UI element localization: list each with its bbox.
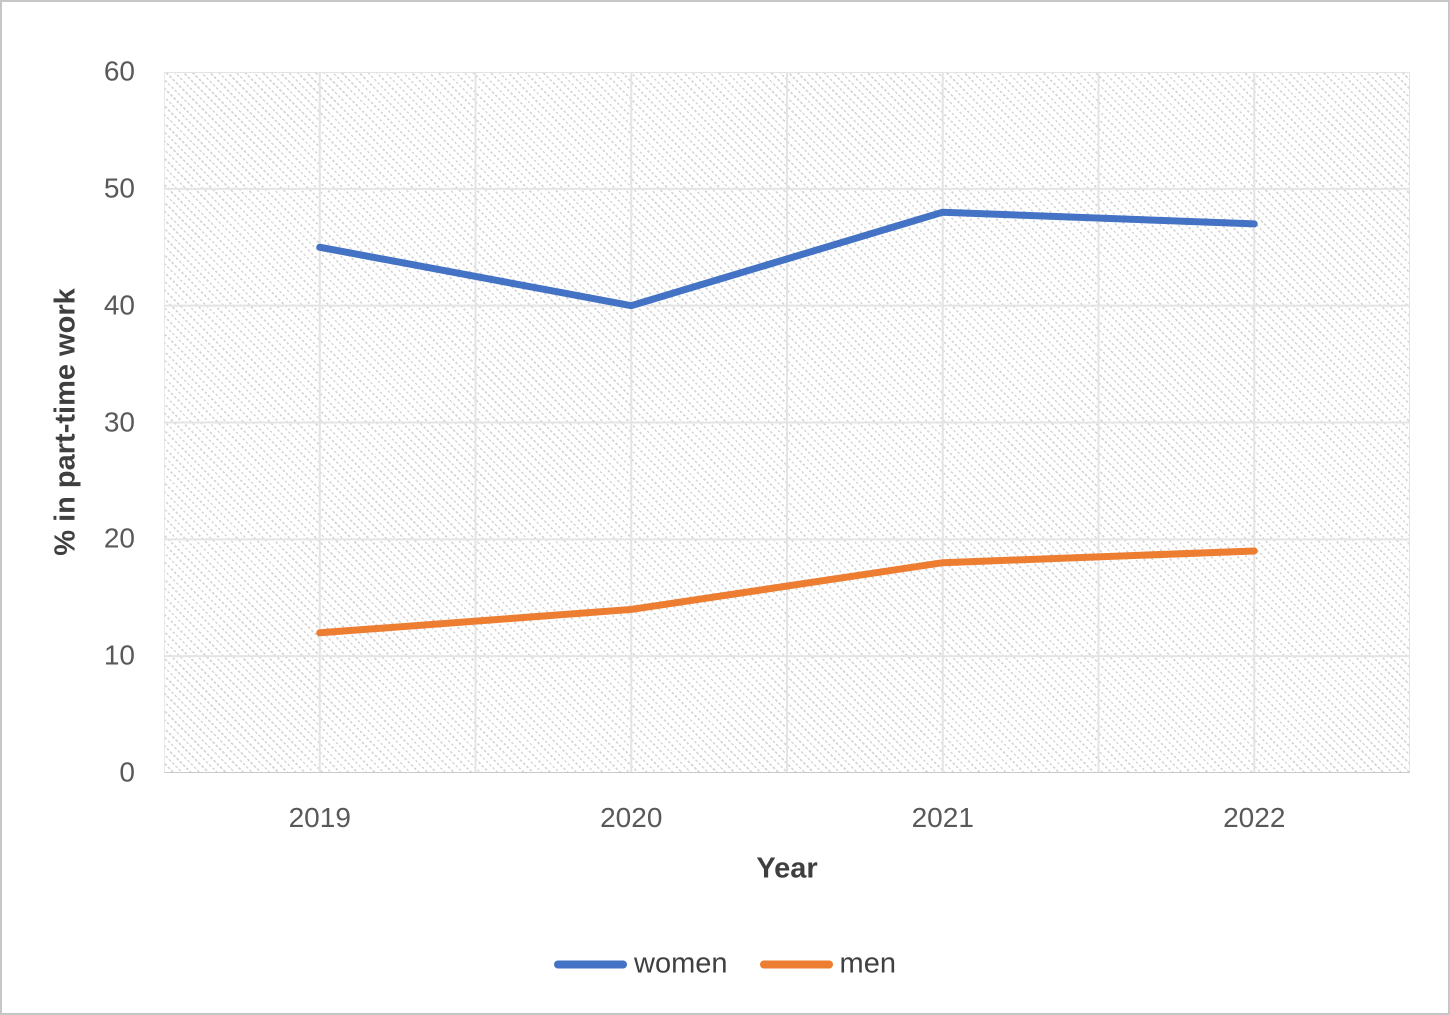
y-tick-label: 60 xyxy=(103,55,135,87)
x-tick-label: 2019 xyxy=(288,802,351,833)
plot-area xyxy=(164,72,1410,773)
y-tick-label: 50 xyxy=(103,172,135,204)
chart-plot-svg xyxy=(164,72,1410,773)
x-tick-label: 2022 xyxy=(1223,802,1286,833)
legend-item-women: women xyxy=(554,948,728,981)
legend-label: women xyxy=(634,947,728,980)
legend-item-men: men xyxy=(759,947,896,981)
series-line-women xyxy=(316,208,1258,310)
x-tick-label: 2020 xyxy=(600,802,663,833)
legend-label: men xyxy=(839,947,896,980)
x-tick-label: 2021 xyxy=(911,802,974,833)
series-line-men xyxy=(316,547,1258,637)
y-axis-tick-labels: 0 10 20 30 40 50 60 xyxy=(22,55,135,787)
legend-swatch-men xyxy=(759,960,833,968)
y-tick-label: 0 xyxy=(119,756,135,788)
x-axis-tick-labels: 2019 2020 2021 2022 xyxy=(164,802,1410,842)
x-axis-title: Year xyxy=(756,852,818,885)
y-tick-label: 20 xyxy=(103,522,135,554)
y-tick-label: 30 xyxy=(103,405,135,437)
y-tick-label: 40 xyxy=(103,289,135,321)
legend: women men xyxy=(2,948,1448,981)
y-tick-label: 10 xyxy=(103,639,135,671)
legend-swatch-women xyxy=(554,960,628,968)
